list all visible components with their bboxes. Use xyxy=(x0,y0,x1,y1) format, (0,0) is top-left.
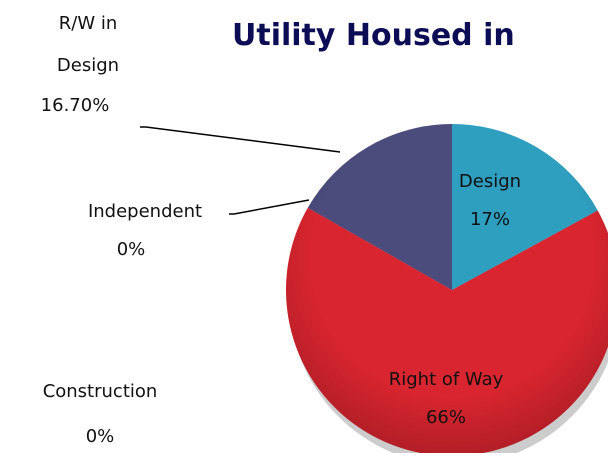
slice-value-label: 17% xyxy=(470,209,510,230)
slice-label: Independent xyxy=(88,201,202,222)
slice-label: Design xyxy=(459,171,521,192)
slice-label-line: R/W in xyxy=(59,13,118,34)
slice-label: Right of Way xyxy=(389,369,504,390)
slice-value-label: 0% xyxy=(117,239,146,260)
leader-line xyxy=(229,199,310,215)
slice-value-label: 16.70% xyxy=(41,95,110,116)
chart-title: Utility Housed in xyxy=(232,18,515,53)
slice-value-label: 0% xyxy=(86,426,115,447)
slice-value-label: 66% xyxy=(426,407,466,428)
slice-label: Construction xyxy=(43,381,158,402)
slice-label: R/W in Design xyxy=(57,13,119,76)
slice-label-line: Design xyxy=(57,55,119,76)
leader-line xyxy=(140,126,341,153)
pie xyxy=(286,124,608,453)
